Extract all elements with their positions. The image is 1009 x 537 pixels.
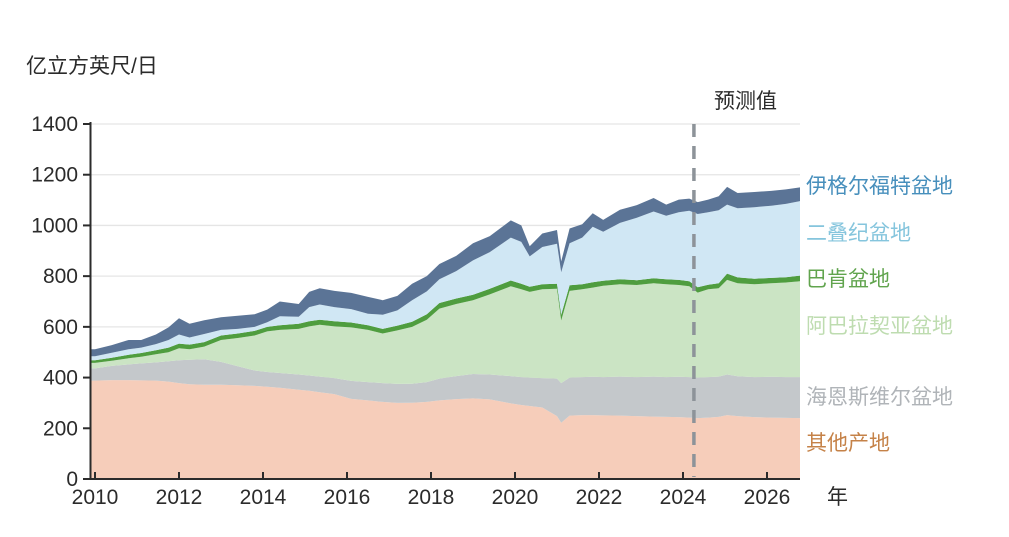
y-tick-label: 1400: [31, 113, 78, 136]
x-tick-label: 2012: [156, 486, 203, 509]
y-tick-label: 600: [43, 316, 78, 339]
y-tick-label: 400: [43, 367, 78, 390]
legend-haynesville: 海恩斯维尔盆地: [806, 386, 953, 409]
x-tick-label: 2020: [492, 486, 539, 509]
area-other: [90, 380, 800, 479]
x-tick-label: 2016: [324, 486, 371, 509]
x-tick-label: 2024: [660, 486, 707, 509]
area-appalachia: [90, 279, 800, 384]
area-haynesville: [90, 359, 800, 423]
y-tick-label: 800: [43, 265, 78, 288]
x-tick-label: 2014: [240, 486, 287, 509]
legend-appalachia: 阿巴拉契亚盆地: [806, 315, 953, 338]
legend-other: 其他产地: [806, 432, 890, 455]
forecast-annotation: 预测值: [714, 90, 777, 113]
y-tick-label: 1200: [31, 164, 78, 187]
y-tick-label: 1000: [31, 214, 78, 237]
y-tick-label: 0: [66, 468, 78, 491]
x-tick-label: 2010: [72, 486, 119, 509]
legend-bakken: 巴肯盆地: [806, 268, 890, 291]
legend-permian: 二叠纪盆地: [806, 222, 911, 245]
legend-eagle-ford: 伊格尔福特盆地: [806, 175, 953, 198]
x-axis-title: 年: [827, 486, 848, 509]
x-tick-label: 2026: [744, 486, 791, 509]
x-tick-label: 2022: [576, 486, 623, 509]
area-eagle-ford: [90, 186, 800, 357]
y-tick-label: 200: [43, 417, 78, 440]
area-permian: [90, 201, 800, 361]
unit-axis-label: 亿立方英尺/日: [26, 55, 158, 78]
x-tick-label: 2018: [408, 486, 455, 509]
